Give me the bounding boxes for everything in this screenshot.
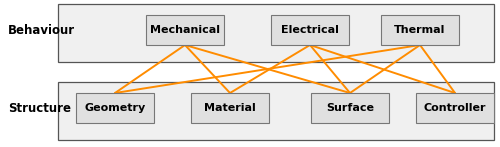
Text: Geometry: Geometry [84,103,146,113]
Bar [191,93,269,123]
Text: Behaviour: Behaviour [8,24,75,36]
Text: Mechanical: Mechanical [150,25,220,35]
Bar [58,82,494,140]
Bar [146,15,224,45]
Bar [381,15,459,45]
Text: Electrical: Electrical [281,25,339,35]
Bar [58,4,494,62]
Bar [311,93,389,123]
Text: Surface: Surface [326,103,374,113]
Text: Structure: Structure [8,101,71,115]
Bar [76,93,154,123]
Text: Material: Material [204,103,256,113]
Text: Thermal: Thermal [394,25,446,35]
Bar [416,93,494,123]
Bar [271,15,349,45]
Text: Controller: Controller [424,103,486,113]
